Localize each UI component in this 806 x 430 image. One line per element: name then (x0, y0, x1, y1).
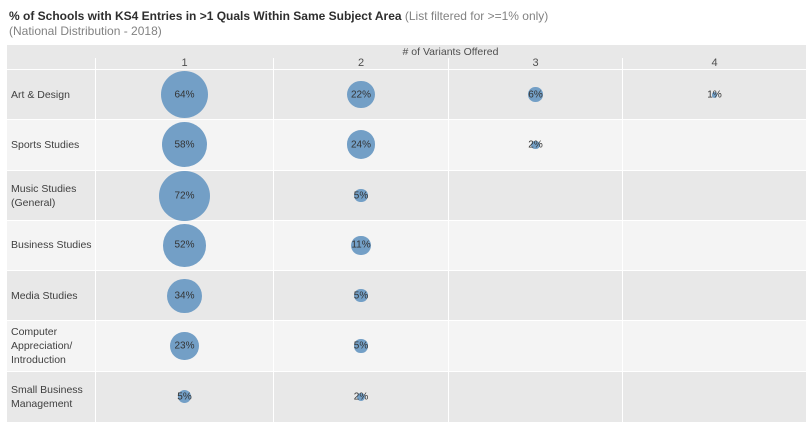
row-label: Music Studies (General) (7, 171, 95, 221)
table-row: Media Studies 34% 5% (7, 271, 806, 322)
corner-spacer (7, 58, 95, 69)
page-title: % of Schools with KS4 Entries in >1 Qual… (9, 9, 402, 23)
bubble-cell: 5% (273, 321, 448, 371)
bubble-mark[interactable] (167, 278, 202, 313)
bubble-cell: 5% (273, 271, 448, 321)
column-header-2: 2 (273, 58, 448, 69)
bubble-cell: 22% (273, 70, 448, 120)
bubble-cell (622, 220, 806, 271)
row-label-line: Business Studies (11, 239, 92, 252)
bubble-cell (622, 170, 806, 221)
bubble-cell: 5% (273, 170, 448, 221)
bubble-mark[interactable] (356, 392, 366, 401)
bubble-cell: 24% (273, 120, 448, 170)
bubble-cell (448, 371, 622, 422)
column-header-1: 1 (95, 58, 273, 69)
bubble-mark[interactable] (159, 170, 210, 221)
bubble-cell (448, 321, 622, 371)
row-label-line: Introduction (11, 353, 66, 366)
bubble-mark[interactable] (531, 140, 540, 150)
row-label-line: Art & Design (11, 88, 70, 101)
column-headers-row: 1 2 3 4 (7, 58, 806, 69)
bubble-matrix-chart: # of Variants Offered 1 2 3 4 Art & Desi… (7, 45, 806, 422)
title-filter-note: (List filtered for >=1% only) (404, 9, 549, 23)
column-axis-title: # of Variants Offered (402, 46, 499, 58)
row-label: Media Studies (7, 271, 95, 320)
bubble-mark[interactable] (528, 87, 543, 102)
bubble-cell: 52% (95, 220, 273, 271)
bubble-cell: 1% (622, 70, 806, 120)
bubble-cell: 2% (448, 120, 622, 170)
bubble-cell (622, 120, 806, 170)
column-header-3: 3 (448, 58, 622, 69)
table-row: Art & Design 64% 22% 6% 1% (7, 70, 806, 121)
bubble-mark[interactable] (711, 91, 718, 98)
bubble-mark[interactable] (354, 188, 368, 203)
bubble-mark[interactable] (351, 235, 371, 256)
table-rows: Art & Design 64% 22% 6% 1% Sports Studies 58% 2… (7, 70, 806, 422)
row-label-line: (General) (11, 196, 56, 209)
table-row: Small Business Management 5% 2% (7, 371, 806, 422)
bubble-cell: 6% (448, 70, 622, 120)
row-label-line: Appreciation/ (11, 339, 73, 352)
bubble-mark[interactable] (354, 289, 368, 303)
bubble-mark[interactable] (177, 390, 192, 404)
bubble-cell (448, 170, 622, 221)
bubble-cell: 11% (273, 220, 448, 271)
row-label-line: Sports Studies (11, 138, 80, 151)
row-label-line: Small Business (11, 383, 83, 396)
table-row: Business Studies 52% 11% (7, 220, 806, 272)
bubble-cell: 23% (95, 321, 273, 371)
bubble-mark[interactable] (162, 122, 207, 168)
table-row: Music Studies (General) 72% 5% (7, 170, 806, 221)
bubble-mark[interactable] (163, 224, 206, 267)
bubble-cell: 58% (95, 120, 273, 170)
bubble-cell: 34% (95, 271, 273, 321)
bubble-cell: 2% (273, 371, 448, 422)
bubble-cell (622, 321, 806, 371)
bubble-cell: 72% (95, 170, 273, 221)
table-row: Computer Appreciation/Introduction 23% 5% (7, 321, 806, 372)
row-label: Computer Appreciation/Introduction (7, 321, 95, 370)
row-label-line: Media Studies (11, 289, 78, 302)
row-label-line: Music Studies (11, 182, 77, 195)
row-label: Small Business Management (7, 372, 95, 422)
bubble-mark[interactable] (170, 331, 199, 361)
table-row: Sports Studies 58% 24% 2% (7, 120, 806, 171)
chart-title-block: % of Schools with KS4 Entries in >1 Qual… (0, 0, 806, 38)
row-label: Art & Design (7, 70, 95, 119)
bubble-cell: 64% (95, 70, 273, 120)
bubble-cell (448, 220, 622, 271)
column-header-4: 4 (622, 58, 806, 69)
bubble-cell (622, 271, 806, 321)
bubble-mark[interactable] (347, 80, 375, 109)
row-label-line: Computer (11, 325, 58, 338)
bubble-mark[interactable] (346, 130, 376, 160)
bubble-cell (448, 271, 622, 321)
bubble-cell (622, 371, 806, 422)
bubble-mark[interactable] (160, 71, 209, 119)
column-axis-header: # of Variants Offered 1 2 3 4 (7, 45, 806, 69)
row-label: Business Studies (7, 221, 95, 270)
bubble-cell: 5% (95, 371, 273, 422)
row-label-line: Management (11, 397, 73, 410)
page-subtitle: (National Distribution - 2018) (9, 24, 162, 38)
page-title-line: % of Schools with KS4 Entries in >1 Qual… (9, 8, 806, 24)
bubble-mark[interactable] (354, 339, 368, 353)
row-label: Sports Studies (7, 120, 95, 169)
